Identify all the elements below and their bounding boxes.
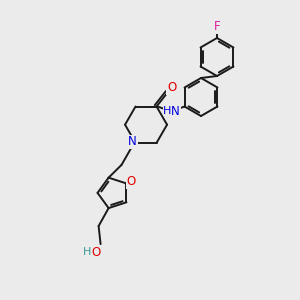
Text: O: O <box>167 81 176 94</box>
Text: O: O <box>127 175 136 188</box>
Text: H: H <box>82 247 91 257</box>
Text: H: H <box>163 106 172 116</box>
Text: O: O <box>91 246 100 259</box>
Text: F: F <box>214 20 220 34</box>
Text: N: N <box>128 135 137 148</box>
Text: N: N <box>171 105 180 118</box>
